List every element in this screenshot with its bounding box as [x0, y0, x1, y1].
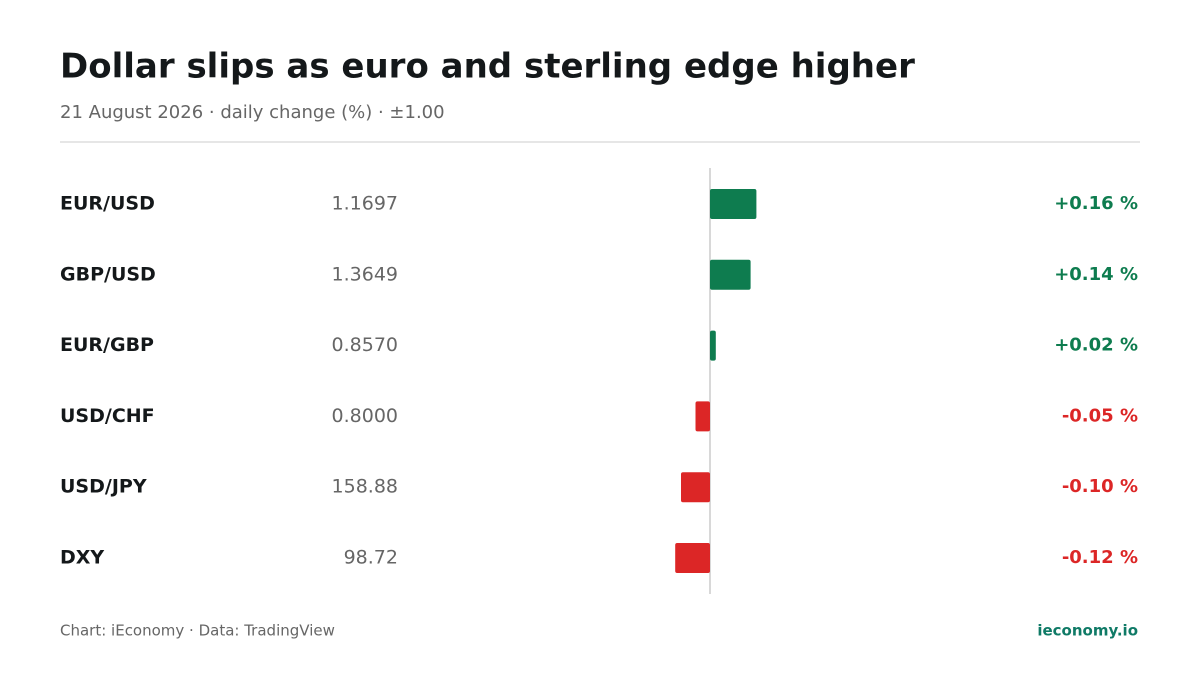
value-label: -0.12 % [1062, 547, 1138, 568]
chart-title: Dollar slips as euro and sterling edge h… [60, 47, 915, 87]
rate: 0.8570 [332, 334, 398, 356]
bar [695, 401, 710, 432]
rate: 0.8000 [332, 405, 398, 427]
value-label: +0.14 % [1054, 264, 1138, 285]
value-label: -0.10 % [1062, 476, 1138, 497]
bar [710, 259, 751, 290]
category-label: DXY [60, 547, 104, 569]
rate: 1.1697 [332, 193, 398, 215]
bar [681, 472, 710, 503]
value-label: +0.02 % [1054, 335, 1138, 356]
rate: 1.3649 [332, 263, 398, 285]
bar [675, 543, 710, 573]
rate: 98.72 [344, 547, 398, 569]
category-label: EUR/USD [60, 193, 155, 215]
category-label: EUR/GBP [60, 334, 154, 356]
brand: ieconomy.io [1037, 622, 1138, 640]
value-label: -0.05 % [1062, 405, 1138, 426]
bar [710, 330, 716, 361]
source: Chart: iEconomy · Data: TradingView [60, 622, 335, 640]
value-label: +0.16 % [1054, 193, 1138, 214]
chart-subtitle: 21 August 2026 · daily change (%) · ±1.0… [60, 102, 445, 123]
category-label: USD/JPY [60, 476, 147, 498]
bar [710, 189, 757, 219]
rate: 158.88 [332, 476, 398, 498]
category-label: USD/CHF [60, 405, 155, 427]
category-label: GBP/USD [60, 263, 156, 285]
